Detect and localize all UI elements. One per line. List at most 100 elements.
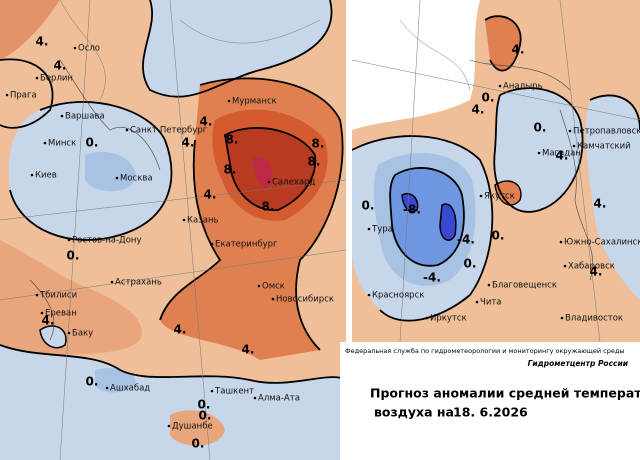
agency-text: Федеральная служба по гидрометеорологии …	[345, 347, 625, 355]
city-dot	[60, 114, 64, 118]
city-label: Баку	[72, 329, 93, 339]
city-label: Казань	[187, 216, 219, 226]
contour-label: 0.	[492, 229, 505, 243]
city-label: Душанбе	[172, 422, 213, 432]
city-dot	[125, 128, 129, 132]
city-dot	[257, 284, 261, 288]
city-label: Берлин	[40, 74, 73, 84]
contour-label: 4.	[54, 59, 67, 73]
caption-box: Федеральная служба по гидрометеорологии …	[340, 342, 640, 460]
contour-label: 8.	[308, 155, 321, 169]
city-label: Южно-Сахалинск	[564, 238, 640, 248]
city-dot	[568, 129, 572, 133]
city-label: Омск	[262, 282, 285, 292]
city-dot	[560, 316, 564, 320]
city-label: Астрахань	[115, 278, 162, 288]
city-dot	[105, 386, 109, 390]
city-label: Якутск	[484, 192, 515, 202]
title-line2: воздуха на	[374, 405, 454, 420]
city-dot	[367, 227, 371, 231]
contour-label: 0.	[482, 91, 495, 105]
city-label: Осло	[78, 44, 100, 54]
city-dot	[475, 300, 479, 304]
city-dot	[73, 46, 77, 50]
city-label: Анадырь	[503, 82, 543, 92]
contour-label: 0.	[192, 437, 205, 451]
city-dot	[67, 331, 71, 335]
city-dot	[43, 141, 47, 145]
left-map	[0, 0, 346, 460]
city-dot	[182, 218, 186, 222]
contour-label: 0.	[362, 199, 375, 213]
city-label: Новосибирск	[276, 295, 334, 305]
city-dot	[5, 93, 9, 97]
city-label: Ереван	[45, 309, 77, 319]
contour-label: 4.	[42, 314, 55, 328]
contour-label: 4.	[36, 35, 49, 49]
city-label: Прага	[10, 91, 37, 101]
city-label: Владивосток	[565, 314, 623, 324]
contour-label: 0.	[464, 257, 477, 271]
city-dot	[110, 280, 114, 284]
city-dot	[487, 283, 491, 287]
city-dot	[563, 264, 567, 268]
right-map	[352, 0, 640, 342]
contour-label: 0.	[198, 398, 211, 412]
city-label: Благовещенск	[492, 281, 557, 291]
contour-label: 0.	[86, 375, 99, 389]
city-label: Петропавловск	[573, 127, 640, 137]
city-dot	[30, 173, 34, 177]
city-label: Камчатский	[577, 142, 631, 152]
contour-label: 4.	[174, 323, 187, 337]
forecast-date: 18. 6.2026	[453, 405, 528, 420]
center-text: Гидрометцентр России	[528, 359, 629, 368]
contour-label: 4.	[200, 115, 213, 129]
city-label: Мурманск	[232, 97, 277, 107]
contour-label: 8.	[226, 133, 239, 147]
city-dot	[210, 242, 214, 246]
city-dot	[572, 144, 576, 148]
city-label: Ашхабад	[110, 384, 150, 394]
contour-label: 0.	[199, 409, 212, 423]
city-label: Санкт-Петербург	[130, 126, 208, 136]
contour-label: 4.	[204, 188, 217, 202]
city-dot	[367, 293, 371, 297]
city-label: Екатеринбург	[215, 240, 278, 250]
city-label: Варшава	[65, 112, 105, 122]
city-label: Минск	[48, 139, 76, 149]
contour-label: 4.	[512, 43, 525, 57]
city-label: Ростов-на-Дону	[72, 236, 142, 246]
city-dot	[253, 396, 257, 400]
contour-label: 4.	[556, 149, 569, 163]
contour-label: 0.	[86, 136, 99, 150]
city-dot	[67, 238, 71, 242]
title-line1: Прогноз аномалии средней температуры	[370, 386, 640, 401]
city-label: Иркутск	[430, 314, 467, 324]
city-dot	[425, 316, 429, 320]
contour-label: 8.	[224, 163, 237, 177]
city-dot	[210, 389, 214, 393]
city-dot	[267, 180, 271, 184]
city-label: Чита	[480, 298, 502, 308]
city-label: Тбилиси	[39, 291, 77, 301]
contour-label: 4.	[594, 197, 607, 211]
city-label: Хабаровск	[568, 262, 615, 272]
contour-label: -8.	[403, 203, 421, 217]
city-dot	[537, 151, 541, 155]
city-label: Киев	[35, 171, 57, 181]
city-label: Салехард	[272, 178, 315, 188]
contour-label: 0.	[534, 121, 547, 135]
city-dot	[271, 297, 275, 301]
city-dot	[35, 293, 39, 297]
city-dot	[40, 311, 44, 315]
city-label: Москва	[120, 174, 153, 184]
city-dot	[479, 194, 483, 198]
city-dot	[167, 424, 171, 428]
contour-label: 4.	[472, 103, 485, 117]
contour-label: -4.	[457, 233, 475, 247]
city-label: Магадан	[542, 149, 581, 159]
city-dot	[35, 76, 39, 80]
city-dot	[115, 176, 119, 180]
